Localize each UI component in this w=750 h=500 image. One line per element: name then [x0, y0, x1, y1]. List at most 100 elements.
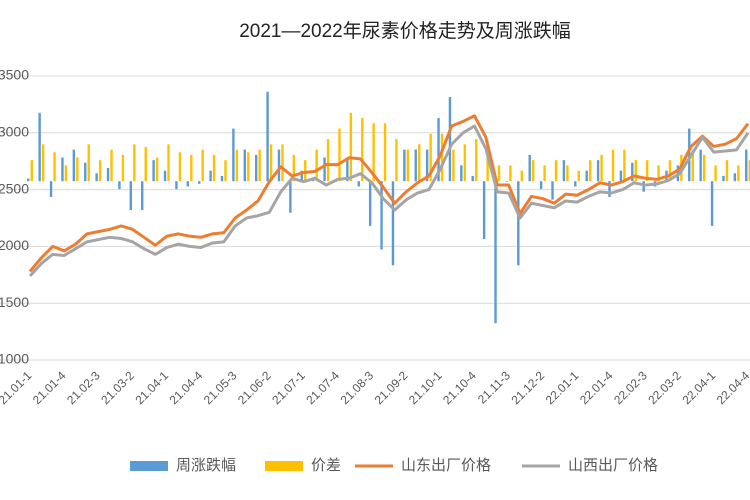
bar	[258, 149, 261, 182]
bar	[247, 152, 250, 182]
x-tick-label: 22.01-1	[543, 368, 582, 407]
bar	[368, 181, 372, 226]
bar	[300, 170, 303, 182]
x-tick-label: 21.08-3	[338, 368, 377, 407]
bar	[714, 165, 717, 182]
bar	[152, 160, 155, 182]
bar	[277, 149, 281, 182]
x-tick-label: 21.12-2	[509, 368, 548, 407]
bar	[418, 144, 421, 182]
bar	[460, 165, 463, 182]
bar	[551, 181, 554, 200]
y-tick-label: 1000	[0, 351, 29, 367]
bar	[315, 149, 318, 182]
bar	[722, 175, 725, 182]
bar	[167, 144, 170, 182]
bar	[110, 149, 113, 182]
bar	[425, 149, 429, 182]
legend-swatch	[130, 461, 168, 471]
bar	[543, 165, 546, 182]
bar	[596, 160, 600, 182]
bar	[53, 152, 56, 182]
bar	[178, 152, 182, 182]
bar	[440, 133, 444, 182]
bar	[688, 128, 691, 182]
bar	[27, 178, 30, 182]
bar	[72, 149, 76, 182]
bar	[520, 170, 524, 182]
y-tick-label: 2500	[0, 180, 29, 196]
y-tick-label: 1500	[0, 294, 29, 310]
bar	[30, 160, 33, 182]
bar	[186, 181, 190, 187]
bar	[84, 162, 87, 182]
x-tick-label: 21.10-1	[406, 368, 445, 407]
bar	[361, 118, 364, 182]
legend-label: 山东出厂价格	[401, 457, 491, 474]
bar	[175, 181, 178, 190]
bar	[269, 144, 273, 182]
y-tick-label: 3500	[0, 67, 29, 83]
bar	[463, 144, 467, 182]
bar	[406, 149, 410, 182]
bar	[395, 139, 398, 182]
bar	[645, 160, 649, 182]
x-tick-label: 22.02-3	[611, 368, 650, 407]
bar	[574, 181, 577, 187]
bar	[201, 149, 204, 182]
bar	[38, 112, 41, 182]
bar	[209, 170, 212, 182]
bar	[475, 139, 478, 182]
x-tick-label: 21.03-2	[98, 368, 137, 407]
bar	[198, 181, 201, 184]
bar	[611, 149, 615, 182]
bar	[657, 165, 660, 182]
bar	[437, 118, 440, 182]
bar	[243, 149, 246, 182]
bar	[532, 160, 535, 182]
bar	[141, 181, 144, 211]
bar	[745, 149, 748, 182]
x-tick-label: 22.04-4	[714, 368, 750, 407]
x-tick-label: 21.01-1	[0, 368, 35, 407]
bar	[49, 181, 53, 197]
bar	[346, 160, 349, 182]
x-tick-label: 21.11-3	[475, 368, 513, 406]
bar	[702, 154, 706, 182]
bar	[106, 168, 110, 182]
bar	[577, 170, 580, 182]
bar	[725, 160, 729, 182]
bar	[190, 154, 193, 182]
bar	[554, 160, 558, 182]
bar	[429, 133, 432, 182]
bar	[121, 154, 125, 182]
x-tick-label: 21.10-4	[440, 368, 479, 407]
bar	[486, 154, 489, 182]
bar	[452, 149, 455, 182]
bar	[509, 165, 512, 182]
bar	[133, 144, 136, 182]
bar	[118, 181, 121, 190]
bar	[608, 181, 611, 197]
x-tick-label: 22.03-2	[645, 368, 684, 407]
x-tick-label: 21.07-4	[303, 368, 342, 407]
bar	[372, 123, 375, 182]
x-tick-label: 21.04-4	[167, 368, 206, 407]
bar	[733, 173, 737, 182]
bar	[634, 160, 637, 182]
bar	[668, 160, 672, 182]
bar	[710, 181, 714, 226]
bar	[98, 160, 102, 182]
bar	[95, 173, 98, 182]
bar	[642, 181, 645, 192]
legend-label: 周涨跌幅	[176, 457, 236, 474]
bar	[323, 157, 326, 182]
chart-title: 2021—2022年尿素价格走势及周涨跌幅	[239, 20, 571, 42]
bar	[383, 123, 387, 182]
bar	[357, 181, 360, 187]
bar	[539, 181, 543, 190]
bar	[623, 149, 626, 182]
bar	[562, 160, 566, 182]
bar	[349, 112, 353, 182]
x-tick-label: 21.09-2	[372, 368, 411, 407]
